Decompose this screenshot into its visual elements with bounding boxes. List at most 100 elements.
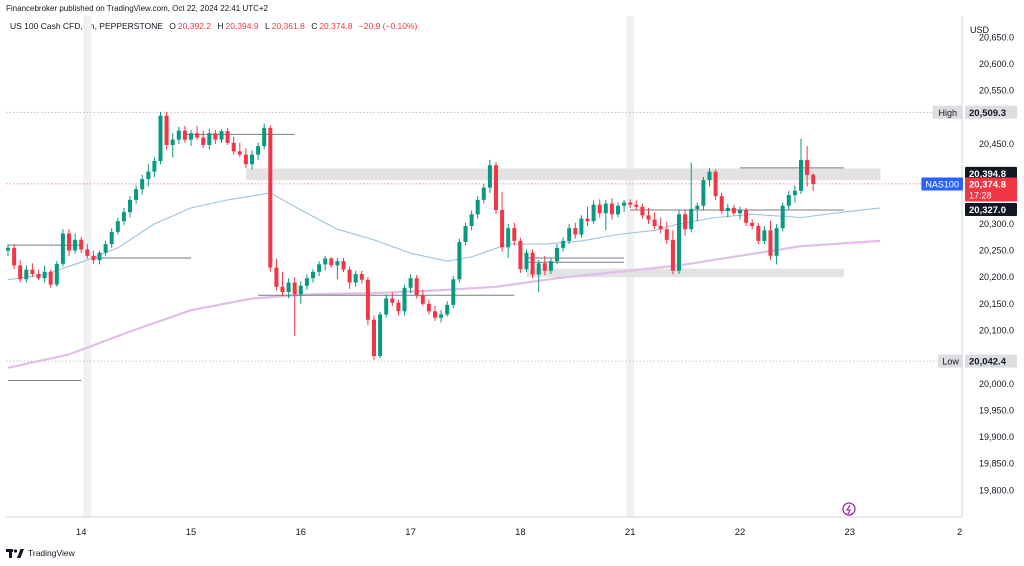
candle-body — [176, 130, 181, 140]
candle-body — [250, 154, 254, 165]
candle — [207, 128, 212, 150]
candle — [347, 266, 352, 289]
y-tick-label: 20,150.0 — [979, 299, 1014, 309]
candle-body — [115, 221, 120, 232]
candle-body — [433, 311, 437, 318]
alert-icon-bolt — [845, 504, 851, 515]
candle — [323, 255, 328, 271]
candle — [67, 229, 71, 256]
candle — [164, 111, 169, 150]
candle-body — [359, 273, 364, 280]
candle-body — [164, 115, 169, 145]
candle-body — [628, 202, 633, 205]
candle-body — [683, 214, 688, 230]
candle-body — [323, 258, 328, 265]
price-tag-label: Low — [942, 357, 959, 367]
price-tag-label-box — [932, 105, 963, 119]
candle-body — [524, 252, 529, 270]
candle-body — [201, 137, 206, 145]
candle-body — [256, 146, 261, 155]
candle-body — [48, 271, 53, 285]
candle — [616, 202, 620, 218]
candle-body — [658, 225, 663, 230]
open-value: 20,392.2 — [177, 21, 211, 31]
candle — [91, 250, 96, 264]
candle-body — [292, 282, 297, 295]
candle — [677, 210, 681, 274]
candle — [274, 258, 279, 291]
candle — [756, 222, 761, 245]
candle — [744, 207, 749, 226]
candle-body — [42, 271, 47, 279]
candle — [335, 257, 340, 280]
candle-body — [243, 154, 248, 165]
candle-body — [219, 131, 224, 140]
candle-body — [585, 218, 590, 222]
candle-body — [494, 165, 498, 211]
candle — [451, 276, 456, 309]
candle — [603, 199, 608, 231]
x-tick-label: 14 — [76, 527, 87, 538]
candle — [518, 237, 523, 273]
candle-body — [603, 203, 608, 214]
candle — [542, 255, 547, 276]
candle — [365, 277, 370, 326]
candle-body — [378, 314, 383, 357]
candle — [713, 169, 718, 200]
candle-body — [689, 208, 694, 230]
price-tag-box — [965, 354, 1017, 368]
candle — [158, 111, 163, 165]
candle-body — [6, 247, 10, 251]
candle-body — [231, 142, 236, 152]
candle — [408, 273, 413, 294]
tradingview-brand[interactable]: TradingView — [6, 548, 75, 558]
candle-body — [774, 228, 779, 256]
y-tick-label: 20,600.0 — [979, 59, 1014, 69]
candle — [701, 176, 706, 211]
y-tick-label: 20,650.0 — [979, 32, 1014, 42]
price-tag: 20,042.4 Low — [938, 354, 1017, 368]
candle-body — [750, 222, 755, 226]
candle — [18, 260, 23, 283]
y-tick-label: 20,250.0 — [979, 246, 1014, 256]
candle-body — [36, 273, 41, 279]
candle — [48, 269, 53, 288]
candle — [219, 128, 224, 143]
price-tag: 20,509.3 High — [932, 105, 1017, 119]
candle — [170, 133, 175, 158]
candle — [243, 148, 248, 168]
close-value: 20,374.8 — [319, 21, 353, 31]
candle — [738, 206, 742, 220]
candle-body — [213, 133, 218, 140]
alert-icon[interactable] — [842, 502, 856, 516]
candle-body — [365, 279, 370, 320]
candle — [707, 167, 712, 187]
candle — [182, 125, 187, 143]
moving-average-fast — [7, 192, 881, 281]
candle-body — [573, 228, 578, 235]
candle — [622, 199, 627, 213]
candle-body — [189, 133, 193, 140]
candle-body — [707, 171, 712, 181]
candle — [628, 199, 633, 208]
candle-body — [487, 165, 492, 188]
candle — [128, 196, 132, 218]
candle — [353, 270, 358, 287]
candle-body — [79, 239, 84, 250]
candle-body — [170, 139, 175, 145]
candle — [384, 294, 389, 318]
candle — [311, 269, 315, 283]
candle — [146, 164, 151, 187]
price-tag-box — [965, 105, 1017, 119]
candle-body — [555, 247, 559, 262]
candle-body — [97, 252, 102, 261]
candle — [768, 220, 773, 261]
candle — [42, 265, 47, 283]
candle-body — [311, 271, 315, 279]
x-tick-label: 17 — [405, 527, 416, 538]
candle-body — [18, 265, 23, 280]
candle-body — [646, 215, 651, 220]
y-tick-label: 20,100.0 — [979, 325, 1014, 335]
candle-body — [561, 240, 566, 248]
